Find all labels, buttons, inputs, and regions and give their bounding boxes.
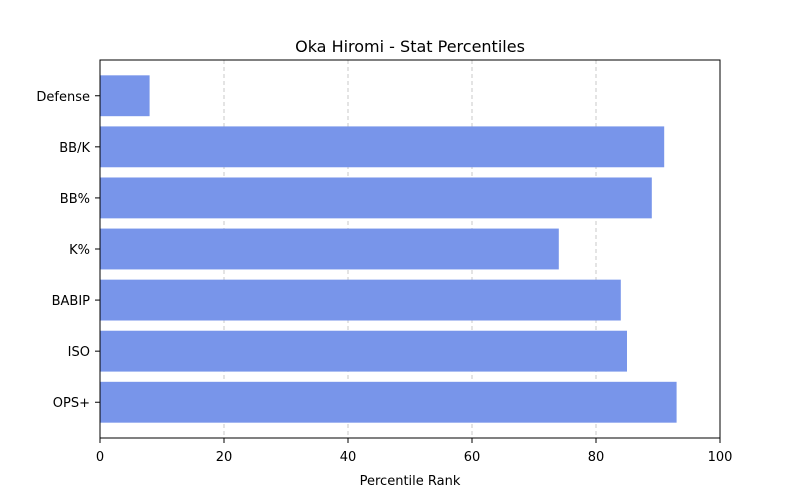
y-tick-label: Defense (36, 90, 90, 105)
x-tick-label: 20 (216, 450, 233, 465)
bar-iso (100, 330, 627, 372)
x-axis-label: Percentile Rank (360, 474, 461, 489)
y-axis-ticks: OPS+ ISO BABIP K% BB% BB/K Defense (36, 90, 100, 411)
bar-babip (100, 279, 621, 321)
x-tick-label: 0 (96, 450, 104, 465)
y-tick-label: BB% (60, 192, 90, 207)
bars (100, 75, 677, 423)
bar-ops- (100, 381, 677, 423)
y-tick-label: ISO (68, 345, 90, 360)
x-tick-label: 60 (464, 450, 481, 465)
y-tick-label: K% (69, 243, 90, 258)
y-tick-label: BB/K (59, 141, 90, 156)
bar-bb- (100, 177, 652, 219)
x-axis-ticks: 0 20 40 60 80 100 (96, 438, 733, 465)
x-tick-label: 100 (708, 450, 733, 465)
bar-k- (100, 228, 559, 270)
y-tick-label: BABIP (52, 294, 91, 309)
chart-title: Oka Hiromi - Stat Percentiles (295, 37, 525, 56)
x-tick-label: 40 (340, 450, 357, 465)
bar-bb-k (100, 126, 665, 168)
y-tick-label: OPS+ (53, 396, 90, 411)
x-tick-label: 80 (588, 450, 605, 465)
bar-defense (100, 75, 150, 117)
